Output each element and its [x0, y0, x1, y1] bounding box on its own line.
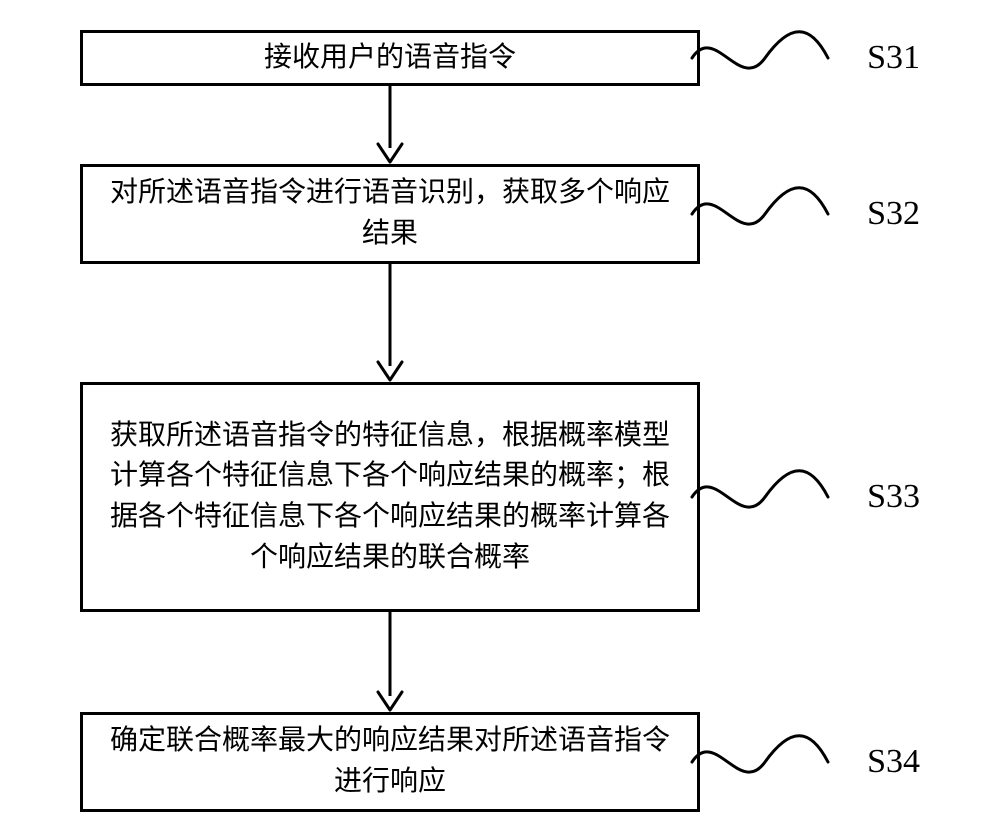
step-box: 获取所述语音指令的特征信息，根据概率模型计算各个特征信息下各个响应结果的概率；根… — [80, 382, 700, 612]
flow-step-s34: 确定联合概率最大的响应结果对所述语音指令进行响应 S34 — [80, 712, 920, 812]
step-label: S33 — [867, 478, 920, 516]
tilde-connector-icon — [690, 732, 830, 792]
tilde-connector-icon — [690, 28, 830, 88]
flow-step-s31: 接收用户的语音指令 S31 — [80, 30, 920, 86]
step-label-wrap: S34 — [700, 712, 920, 812]
step-label-wrap: S32 — [700, 164, 920, 264]
step-label-wrap: S33 — [700, 382, 920, 612]
flow-arrow — [80, 612, 700, 712]
step-label-wrap: S31 — [700, 30, 920, 86]
flow-step-s32: 对所述语音指令进行语音识别，获取多个响应结果 S32 — [80, 164, 920, 264]
flow-arrow — [80, 264, 700, 382]
step-label: S31 — [867, 39, 920, 77]
step-box: 对所述语音指令进行语音识别，获取多个响应结果 — [80, 164, 700, 264]
flowchart-container: 接收用户的语音指令 S31 对所述语音指令进行语音识别，获取多个响应结果 S32 获取所… — [80, 30, 920, 812]
flow-arrow — [80, 86, 700, 164]
step-box: 确定联合概率最大的响应结果对所述语音指令进行响应 — [80, 712, 700, 812]
arrow-down-icon — [370, 612, 410, 712]
arrow-down-icon — [370, 86, 410, 164]
step-text: 获取所述语音指令的特征信息，根据概率模型计算各个特征信息下各个响应结果的概率；根… — [101, 416, 679, 578]
step-text: 对所述语音指令进行语音识别，获取多个响应结果 — [101, 173, 679, 254]
tilde-connector-icon — [690, 184, 830, 244]
arrow-down-icon — [370, 264, 410, 382]
tilde-connector-icon — [690, 467, 830, 527]
step-label: S32 — [867, 195, 920, 233]
step-box: 接收用户的语音指令 — [80, 30, 700, 86]
step-text: 确定联合概率最大的响应结果对所述语音指令进行响应 — [101, 721, 679, 802]
step-text: 接收用户的语音指令 — [264, 38, 516, 79]
flow-step-s33: 获取所述语音指令的特征信息，根据概率模型计算各个特征信息下各个响应结果的概率；根… — [80, 382, 920, 612]
step-label: S34 — [867, 743, 920, 781]
